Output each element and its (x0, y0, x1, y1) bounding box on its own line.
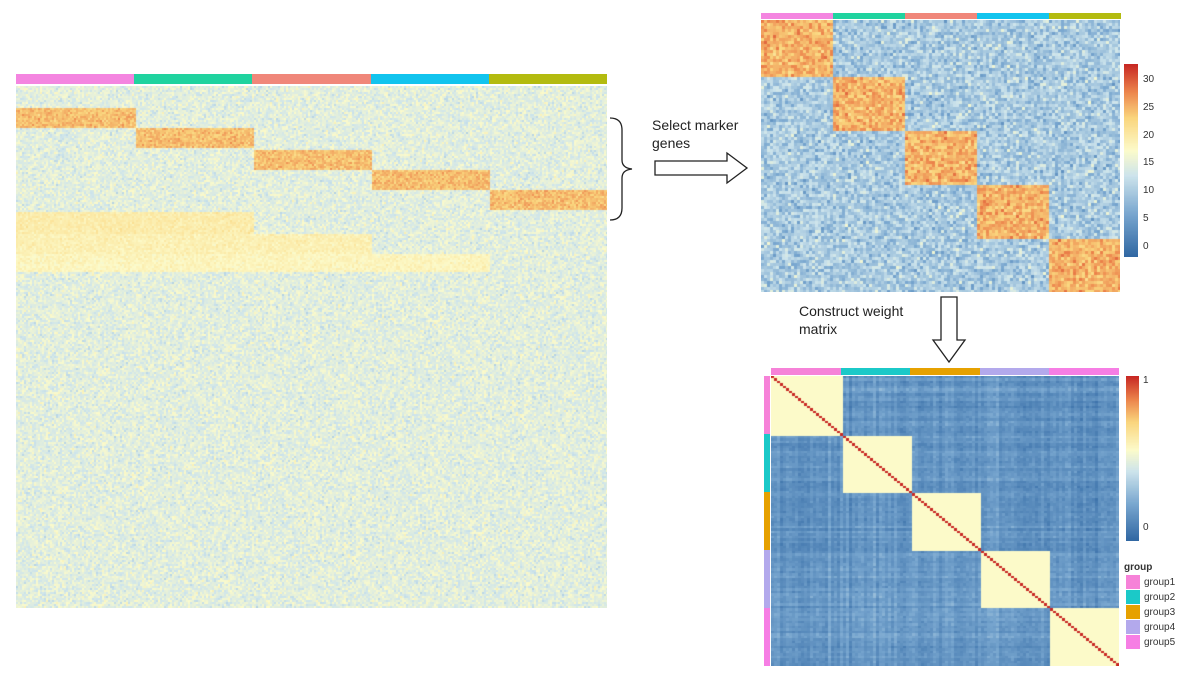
legend-swatch-group1 (1126, 575, 1140, 589)
group3-row-bar (764, 492, 770, 550)
group1-bar (771, 368, 841, 375)
row-group-bar (764, 376, 770, 666)
legend-label-group4: group4 (1144, 622, 1176, 633)
expression-heatmap-canvas (16, 86, 607, 608)
group5-bar (489, 74, 607, 84)
select-marker-genes-label: Select marker genes (652, 117, 739, 151)
group5-row-bar (764, 608, 770, 666)
group2-bar (833, 13, 905, 19)
weight-matrix-canvas (771, 376, 1119, 666)
group1-row-bar (764, 376, 770, 434)
legend-title: group (1124, 562, 1153, 573)
scale-tick-0: 0 (1143, 241, 1149, 252)
group1-bar (16, 74, 134, 84)
group5-bar (1049, 368, 1119, 375)
weight-scale-tick-0: 0 (1143, 522, 1149, 533)
group4-bar (371, 74, 489, 84)
legend-swatch-group5 (1126, 635, 1140, 649)
group2-bar (841, 368, 910, 375)
column-group-bar (16, 74, 607, 84)
legend-swatch-group3 (1126, 605, 1140, 619)
legend-label-group3: group3 (1144, 607, 1176, 618)
legend-label-group5: group5 (1144, 637, 1176, 648)
weight-scale-tick-1: 1 (1143, 375, 1149, 386)
marker-gene-brace (609, 117, 633, 221)
group3-bar (905, 13, 977, 19)
scale-tick-30: 30 (1143, 74, 1155, 85)
legend-label-group2: group2 (1144, 592, 1176, 603)
scale-tick-10: 10 (1143, 185, 1155, 196)
construct-weight-matrix-label: Construct weight matrix (799, 303, 904, 337)
legend-swatch-group2 (1126, 590, 1140, 604)
weight-color-scale (1126, 376, 1139, 541)
scale-tick-20: 20 (1143, 130, 1155, 141)
weight-matrix-heatmap (764, 368, 1119, 666)
scale-tick-25: 25 (1143, 102, 1155, 113)
scale-tick-5: 5 (1143, 213, 1149, 224)
column-group-bar (761, 13, 1121, 19)
group5-bar (1049, 13, 1121, 19)
group1-bar (761, 13, 833, 19)
expression-color-scale (1124, 64, 1138, 257)
group3-bar (910, 368, 980, 375)
group3-bar (252, 74, 371, 84)
full-expression-heatmap (16, 74, 607, 608)
column-group-bar (771, 368, 1119, 375)
marker-gene-heatmap (761, 13, 1121, 293)
legend-swatch-group4 (1126, 620, 1140, 634)
group4-bar (977, 13, 1049, 19)
group2-bar (134, 74, 252, 84)
group-legend: group1 group2 group3 group4 group5 (1124, 575, 1184, 653)
legend-label-group1: group1 (1144, 577, 1176, 588)
down-arrow-icon (931, 296, 967, 364)
group4-row-bar (764, 550, 770, 608)
scale-tick-15: 15 (1143, 157, 1155, 168)
group2-row-bar (764, 434, 770, 492)
right-arrow-icon (654, 151, 749, 185)
group4-bar (980, 368, 1049, 375)
marker-heatmap-canvas (761, 20, 1120, 292)
